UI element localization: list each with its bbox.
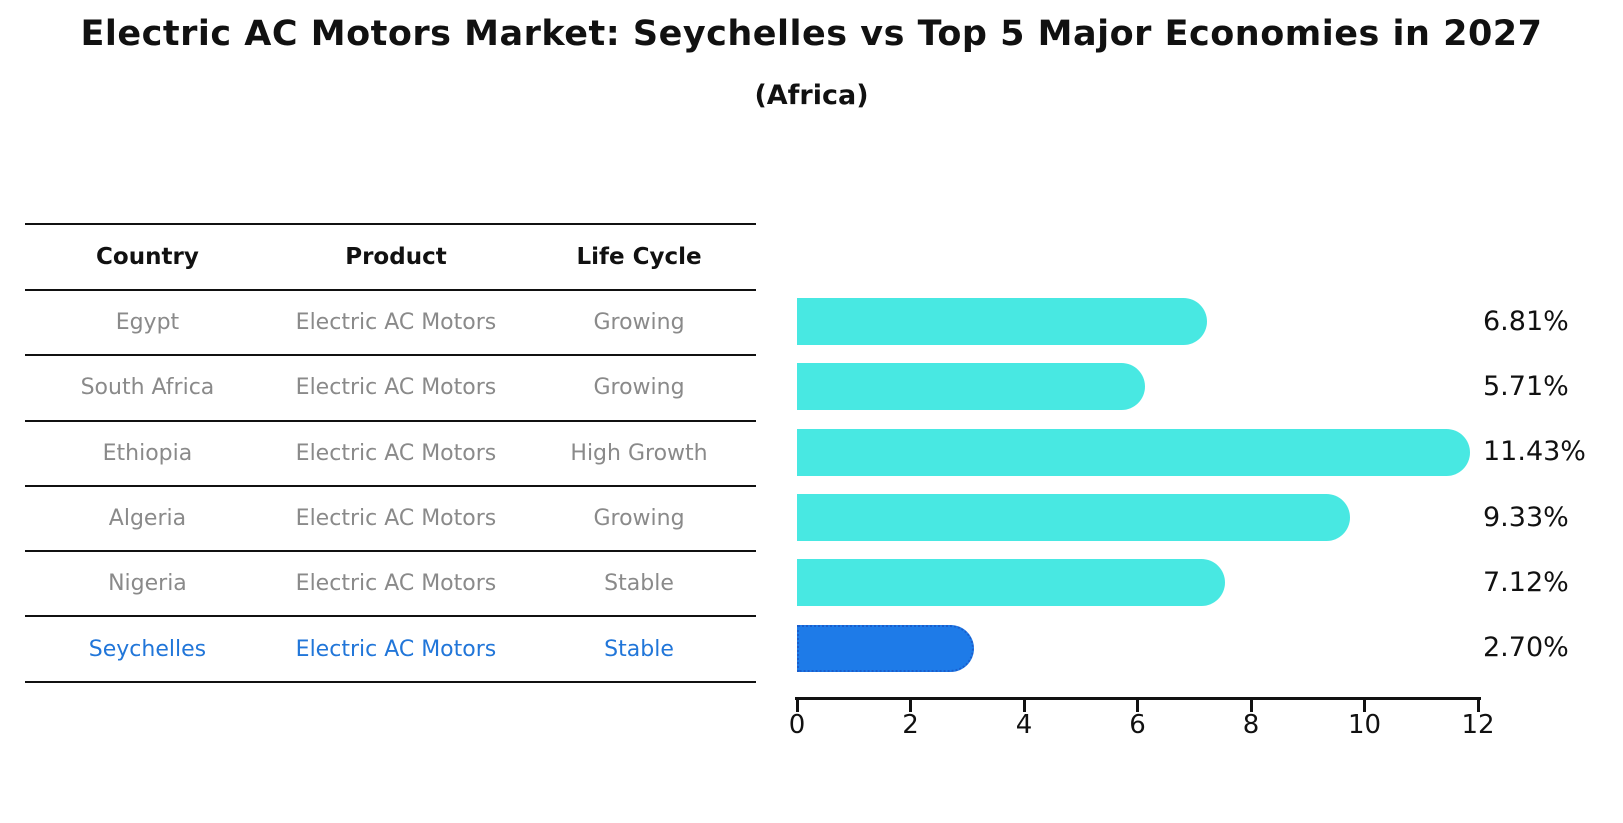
table-cell-life-cycle: Growing — [593, 375, 685, 401]
table-cell-country: South Africa — [80, 375, 215, 401]
table-cell-country: Ethiopia — [102, 440, 193, 466]
table-cell-country: Egypt — [115, 310, 180, 336]
bar-ethiopia — [797, 428, 1470, 476]
x-axis-tick-label-10: 10 — [1347, 710, 1382, 740]
x-axis-tick-label-8: 8 — [1242, 710, 1260, 740]
chart-subtitle: (Africa) — [754, 80, 869, 111]
table-header-row: Country Product Life Cycle — [25, 225, 756, 291]
chart-title: Electric AC Motors Market: Seychelles vs… — [80, 14, 1543, 54]
value-label-algeria: 9.33% — [1483, 501, 1569, 533]
bar-south-africa — [797, 363, 1146, 411]
value-label-seychelles: 2.70% — [1483, 632, 1569, 664]
x-axis-tick-label-0: 0 — [788, 710, 806, 740]
table-cell-life-cycle: Stable — [604, 636, 674, 662]
bar-algeria — [797, 494, 1351, 542]
x-axis-tick-10 — [1363, 700, 1366, 712]
table-row-nigeria: Nigeria Electric AC Motors Stable — [25, 552, 756, 618]
table-cell-product: Electric AC Motors — [295, 440, 497, 466]
x-axis-tick-8 — [1249, 700, 1253, 712]
bar-nigeria — [797, 559, 1226, 607]
table-row-south-africa: South Africa Electric AC Motors Growing — [25, 356, 756, 422]
table-row-algeria: Algeria Electric AC Motors Growing — [25, 487, 756, 553]
table-header-product: Product — [345, 244, 447, 270]
x-axis-tick-4 — [1022, 700, 1026, 712]
table-row-ethiopia: Ethiopia Electric AC Motors High Growth — [25, 422, 756, 487]
x-axis-tick-6 — [1136, 700, 1139, 712]
table-cell-country: Algeria — [108, 506, 187, 532]
x-axis-tick-label-4: 4 — [1015, 710, 1033, 740]
table-cell-product: Electric AC Motors — [295, 375, 497, 401]
x-axis-tick-label-2: 2 — [902, 710, 919, 740]
x-axis-tick-12 — [1476, 700, 1480, 712]
table-body: Egypt Electric AC Motors Growing South Afri… — [25, 291, 756, 683]
value-label-nigeria: 7.12% — [1483, 566, 1569, 598]
table-cell-product: Electric AC Motors — [295, 310, 497, 336]
value-label-ethiopia: 11.43% — [1483, 436, 1586, 468]
table-cell-life-cycle: Growing — [593, 310, 685, 336]
table-row-seychelles: Seychelles Electric AC Motors Stable — [25, 617, 756, 683]
table-cell-life-cycle: Stable — [604, 571, 674, 597]
x-axis-tick-label-6: 6 — [1129, 710, 1146, 740]
table-cell-life-cycle: Growing — [593, 506, 685, 532]
bar-egypt — [797, 298, 1208, 346]
table-cell-product: Electric AC Motors — [295, 636, 497, 662]
table-cell-product: Electric AC Motors — [295, 571, 497, 597]
x-axis-tick-2 — [909, 700, 912, 712]
table-cell-product: Electric AC Motors — [295, 506, 497, 532]
x-axis-tick-0 — [795, 700, 799, 712]
table-row-egypt: Egypt Electric AC Motors Growing — [25, 291, 756, 357]
table-cell-country: Seychelles — [88, 636, 207, 662]
data-table: Country Product Life Cycle Egypt Electric… — [25, 223, 756, 683]
table-header-country: Country — [96, 244, 199, 270]
value-label-egypt: 6.81% — [1483, 305, 1569, 337]
x-axis-tick-label-12: 12 — [1461, 710, 1495, 740]
bar-seychelles — [797, 624, 975, 672]
x-axis-line — [795, 697, 1481, 700]
table-cell-life-cycle: High Growth — [570, 440, 708, 466]
table-header-life-cycle: Life Cycle — [576, 244, 702, 270]
value-label-south-africa: 5.71% — [1483, 370, 1569, 402]
table-cell-country: Nigeria — [108, 571, 187, 597]
